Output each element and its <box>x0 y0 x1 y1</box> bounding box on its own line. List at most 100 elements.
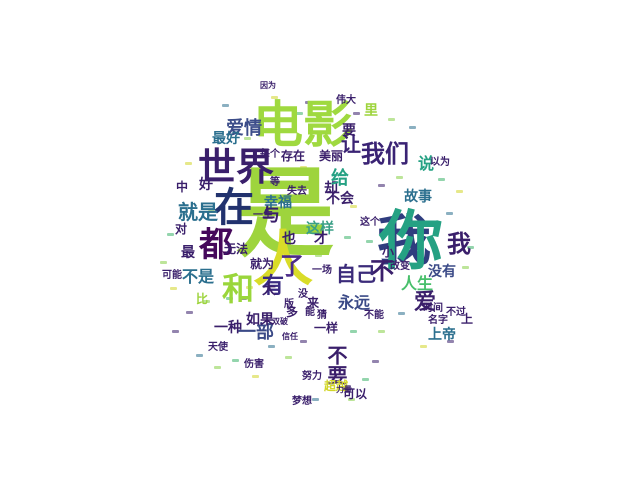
filler-dot <box>344 236 351 239</box>
filler-dot <box>462 266 469 269</box>
cloud-word: 美丽 <box>319 149 344 163</box>
cloud-word: 伤害 <box>244 359 264 370</box>
cloud-word: 世界 <box>198 145 275 189</box>
filler-dot <box>232 359 239 362</box>
cloud-word: 不 <box>370 257 394 285</box>
filler-dot <box>196 354 203 357</box>
cloud-word: 也 <box>282 231 296 247</box>
cloud-word: 不能 <box>364 310 384 321</box>
cloud-word: 猜 <box>317 310 327 321</box>
cloud-word: 存在 <box>281 149 306 163</box>
filler-dot <box>396 176 403 179</box>
cloud-word: 就为 <box>250 257 275 271</box>
cloud-word: 一生 <box>253 210 273 221</box>
cloud-word: 说 <box>418 154 435 173</box>
filler-dot <box>185 162 192 165</box>
filler-dot <box>240 297 247 300</box>
cloud-word: 最 <box>181 245 195 261</box>
cloud-word: 不会 <box>326 191 354 207</box>
filler-dot <box>214 366 221 369</box>
filler-dot <box>312 398 319 401</box>
cloud-word: 梦想 <box>292 396 312 407</box>
cloud-word: 爱 <box>414 290 437 315</box>
filler-dot <box>409 126 416 129</box>
filler-dot <box>353 112 360 115</box>
cloud-word: 改变 <box>390 261 410 272</box>
filler-dot <box>263 170 270 173</box>
cloud-word: 我们 <box>361 140 409 168</box>
filler-dot <box>300 166 307 169</box>
filler-dot <box>268 345 275 348</box>
cloud-word: 努力 <box>302 371 322 382</box>
cloud-word: 却 <box>324 181 338 197</box>
cloud-word: 和 <box>222 270 255 308</box>
cloud-word: 时间 <box>423 303 443 314</box>
cloud-word: 如果 <box>246 312 274 328</box>
cloud-word: 来 <box>307 296 320 310</box>
cloud-word: 才 <box>314 231 328 247</box>
cloud-word: 自己 <box>336 262 376 286</box>
cloud-word: 一种 <box>214 320 242 336</box>
cloud-word: 中 <box>176 180 189 194</box>
cloud-word: 失去 <box>287 186 307 197</box>
filler-dot <box>348 398 355 401</box>
cloud-word: 幸福 <box>264 195 292 211</box>
cloud-word: 里 <box>364 103 378 119</box>
cloud-word: 让 <box>341 132 361 156</box>
filler-dot <box>446 212 453 215</box>
filler-dot <box>300 340 307 343</box>
filler-dot <box>170 287 177 290</box>
cloud-word: 大 <box>262 282 276 298</box>
filler-dot <box>388 118 395 121</box>
filler-dot <box>420 345 427 348</box>
cloud-word: 不要 <box>324 345 348 385</box>
cloud-word: 要 <box>342 123 356 139</box>
cloud-word: 一样 <box>314 321 339 335</box>
cloud-word: 双破 <box>272 317 288 326</box>
cloud-word: 是 <box>236 157 335 271</box>
filler-dot <box>296 112 303 115</box>
filler-dot <box>252 375 259 378</box>
cloud-word: 就是 <box>178 200 218 224</box>
cloud-word: 最好 <box>212 131 240 147</box>
filler-dot <box>244 137 251 140</box>
filler-dot <box>271 96 278 99</box>
cloud-word: 等 <box>270 177 280 188</box>
cloud-word: 有 <box>262 274 285 299</box>
cloud-word: 这个 <box>360 217 380 228</box>
cloud-word: 多 <box>286 305 299 319</box>
cloud-word: 我 <box>377 209 431 272</box>
cloud-word: 无法 <box>224 242 249 256</box>
filler-dot <box>226 297 233 300</box>
cloud-word: 不过 <box>446 307 466 318</box>
filler-dot <box>160 261 167 264</box>
cloud-word: 在 <box>214 185 254 231</box>
cloud-word: 可能 <box>162 270 182 281</box>
filler-dot <box>208 210 215 213</box>
cloud-word: 信任 <box>282 332 298 341</box>
cloud-word: 上帝 <box>428 327 456 343</box>
filler-dot <box>285 356 292 359</box>
cloud-word: 永远 <box>338 293 371 312</box>
filler-dot <box>378 184 385 187</box>
filler-dot <box>456 190 463 193</box>
cloud-word: 超越 <box>324 379 349 393</box>
cloud-word: 一部 <box>238 322 274 343</box>
filler-dot <box>350 330 357 333</box>
cloud-word: 没有 <box>428 264 456 280</box>
filler-dot <box>366 240 373 243</box>
cloud-word: 不是 <box>182 267 215 286</box>
cloud-word: 都 <box>199 225 233 265</box>
cloud-word: 了 <box>280 252 304 280</box>
cloud-word: 与 <box>262 205 280 226</box>
cloud-word: 给 <box>331 168 349 189</box>
filler-dot <box>362 378 369 381</box>
cloud-word: 故事 <box>404 189 432 205</box>
filler-dot <box>447 340 454 343</box>
cloud-word: 比 <box>196 292 209 306</box>
filler-dot <box>222 104 229 107</box>
filler-dot <box>203 300 210 303</box>
cloud-word: 伟大 <box>336 95 356 106</box>
filler-dot <box>315 254 322 257</box>
